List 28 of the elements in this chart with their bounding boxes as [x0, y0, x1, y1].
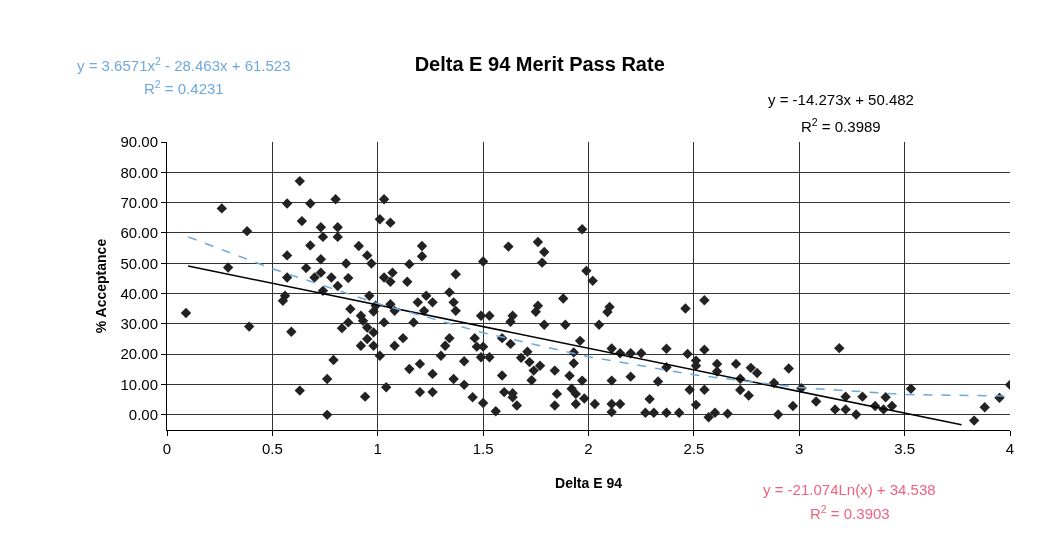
y-tick-label: 10.00: [120, 375, 158, 393]
x-tick-label: 0.5: [261, 440, 283, 457]
text: y = -14.273x + 50.482: [768, 91, 914, 108]
x-tick-label: 3.5: [894, 440, 916, 457]
y-tick-label: 20.00: [120, 345, 158, 363]
x-tick-label: 1: [373, 440, 382, 457]
y-axis-title: % Acceptance: [93, 238, 110, 334]
x-tick-label: 2: [584, 440, 593, 457]
y-tick-label: 80.00: [120, 163, 158, 181]
text: y = -21.074Ln(x) + 34.538: [763, 481, 936, 498]
text: R$^{2}$ = 0.3989: [801, 116, 881, 136]
y-tick-label: 90.00: [120, 133, 158, 151]
y-tick-label: 50.00: [120, 254, 158, 272]
x-tick-label: 3: [795, 440, 804, 457]
text: R$^{2}$ = 0.4231: [144, 78, 224, 98]
y-tick-label: 40.00: [120, 284, 158, 302]
chart-title: Delta E 94 Merit Pass Rate: [414, 53, 665, 76]
x-axis-title: Delta E 94: [555, 475, 623, 492]
text: y = 3.6571x$^{2}$ - 28.463x + 61.523: [77, 55, 291, 75]
y-tick-label: 30.00: [120, 315, 158, 333]
x-tick-label: 2.5: [683, 440, 705, 457]
y-tick-label: 0.00: [128, 406, 158, 424]
x-tick-label: 4: [1005, 440, 1015, 457]
y-tick-label: 60.00: [120, 224, 158, 242]
x-tick-label: 0: [162, 440, 172, 457]
text: R$^{2}$ = 0.3903: [810, 503, 890, 523]
y-tick-label: 70.00: [120, 193, 158, 211]
x-tick-label: 1.5: [472, 440, 494, 457]
